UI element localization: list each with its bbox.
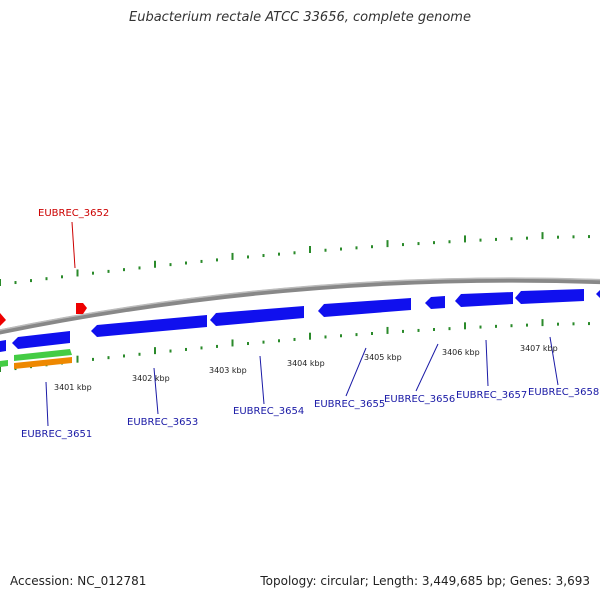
gene-label-eubrec-3655[interactable]: EUBREC_3655 [314, 399, 385, 410]
genome-backbone [0, 277, 600, 335]
map-title: Eubacterium rectale ATCC 33656, complete… [129, 10, 471, 25]
gene-label-eubrec-3658[interactable]: EUBREC_3658 [528, 387, 599, 398]
reverse-tick-row [0, 319, 590, 372]
gene-arrow-right-edge[interactable] [596, 288, 600, 300]
accession-label: Accession: NC_012781 [10, 574, 147, 588]
gene-arrow-eubrec-3651[interactable] [12, 331, 70, 349]
gene-label-eubrec-3652[interactable]: EUBREC_3652 [38, 208, 109, 219]
scale-label: 3407 kbp [520, 344, 558, 353]
rna-feature-green[interactable] [14, 349, 72, 361]
rna-feature-orange[interactable] [14, 357, 72, 369]
scale-label: 3404 kbp [287, 359, 325, 368]
gene-arrow-eubrec-3658[interactable] [515, 289, 584, 304]
reverse-gene-track [0, 288, 600, 352]
rna-track [0, 349, 72, 369]
gene-arrow-eubrec-3654[interactable] [210, 306, 304, 326]
gene-label-eubrec-3653[interactable]: EUBREC_3653 [127, 417, 198, 428]
genome-summary: Topology: circular; Length: 3,449,685 bp… [260, 574, 590, 588]
scale-label: 3403 kbp [209, 366, 247, 375]
gene-label-eubrec-3657[interactable]: EUBREC_3657 [456, 390, 527, 401]
gene-label-eubrec-3654[interactable]: EUBREC_3654 [233, 406, 304, 417]
scale-label: 3402 kbp [132, 374, 170, 383]
forward-tick-row [0, 232, 590, 286]
gene-arrow-eubrec-3652[interactable] [76, 303, 87, 314]
gene-arrow-eubrec-3657[interactable] [455, 292, 513, 307]
gene-arrow-eubrec-3653[interactable] [91, 315, 207, 337]
rna-feature-green-edge[interactable] [0, 360, 8, 367]
gene-arrow-eubrec-3655[interactable] [318, 298, 411, 317]
scale-label: 3405 kbp [364, 353, 402, 362]
forward-gene-track [0, 303, 87, 326]
gene-arrow-eubrec-3656[interactable] [425, 296, 445, 309]
gene-arrow-forward-edge[interactable] [0, 313, 6, 326]
reverse-leader-lines [45, 336, 559, 427]
gene-label-eubrec-3656[interactable]: EUBREC_3656 [384, 394, 455, 405]
scale-label: 3406 kbp [442, 348, 480, 357]
gene-label-eubrec-3651[interactable]: EUBREC_3651 [21, 429, 92, 440]
forward-leader-line [71, 221, 76, 269]
gene-arrow-left-edge[interactable] [0, 340, 6, 352]
scale-label: 3401 kbp [54, 383, 92, 392]
